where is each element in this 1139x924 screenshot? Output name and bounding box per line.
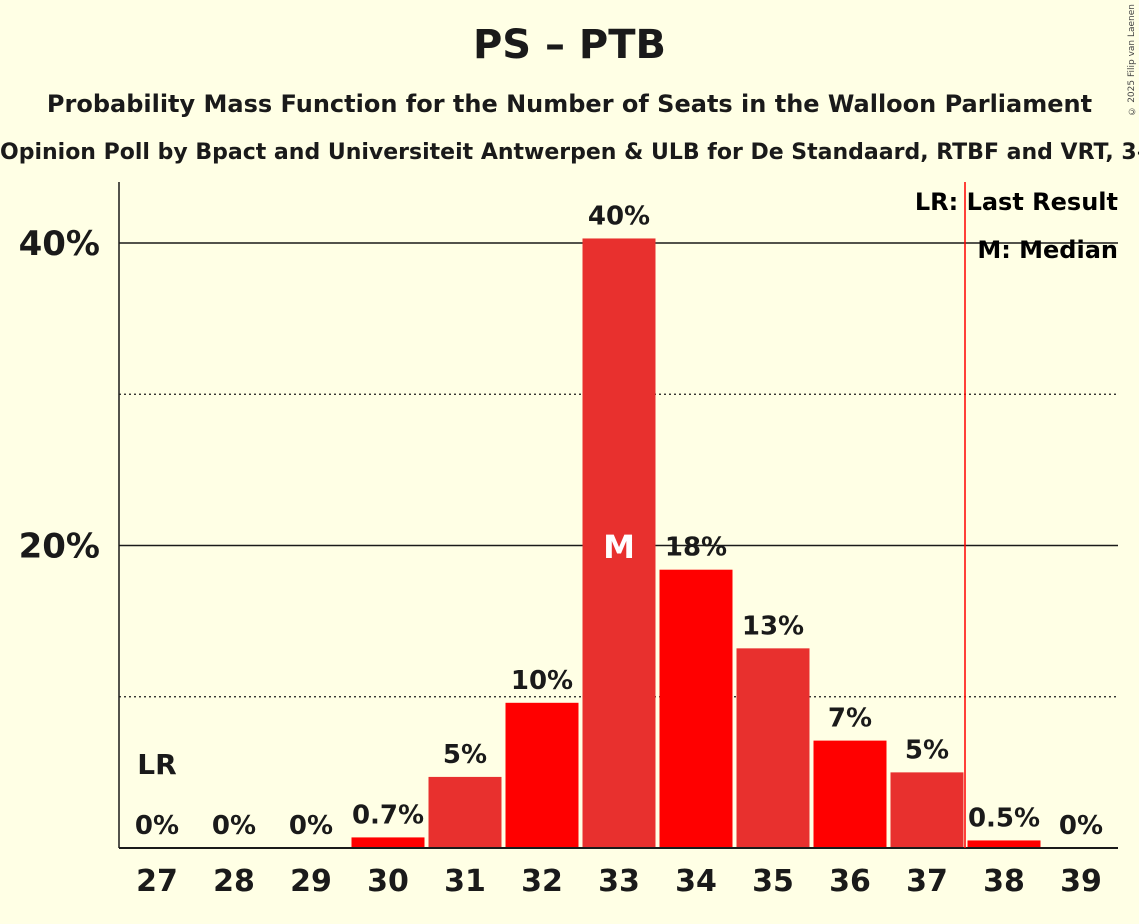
x-tick-label-38: 38: [983, 864, 1025, 899]
x-tick-label-33: 33: [598, 864, 640, 899]
value-label-38: 0.5%: [968, 803, 1040, 833]
x-tick-label-35: 35: [752, 864, 794, 899]
x-tick-label-31: 31: [444, 864, 486, 899]
chart-subtitle: Probability Mass Function for the Number…: [46, 90, 1093, 118]
value-label-39: 0%: [1059, 811, 1103, 841]
legend-median: M: Median: [977, 236, 1118, 264]
value-label-32: 10%: [511, 666, 573, 696]
bar-36: [813, 740, 887, 848]
value-label-28: 0%: [212, 811, 256, 841]
legend-last-result: LR: Last Result: [915, 188, 1118, 216]
axes: 20% 40%: [19, 182, 1118, 849]
x-tick-label-28: 28: [213, 864, 255, 899]
value-label-27: 0%: [135, 811, 179, 841]
x-tick-label-36: 36: [829, 864, 871, 899]
bar-38: [967, 840, 1041, 848]
bar-37: [890, 772, 964, 848]
value-label-31: 5%: [443, 740, 487, 770]
value-label-37: 5%: [905, 735, 949, 765]
bar-34: [659, 569, 733, 848]
value-labels: 0% 27 LR 0% 28 0% 29 0.7% 30 5% 31 10% 32 40% 33 M 18% 34…: [135, 201, 1103, 899]
y-tick-label-40: 40%: [19, 224, 100, 264]
value-label-33: 40%: [588, 201, 650, 231]
x-tick-label-27: 27: [136, 864, 178, 899]
x-tick-label-29: 29: [290, 864, 332, 899]
y-tick-label-20: 20%: [19, 527, 100, 567]
last-result-marker: LR: [137, 748, 176, 781]
x-tick-label-37: 37: [906, 864, 948, 899]
x-tick-label-34: 34: [675, 864, 717, 899]
median-marker: M: [603, 528, 635, 566]
chart-title: PS – PTB: [472, 22, 667, 68]
value-label-29: 0%: [289, 811, 333, 841]
x-tick-label-30: 30: [367, 864, 409, 899]
value-label-30: 0.7%: [352, 800, 424, 830]
x-tick-label-39: 39: [1060, 864, 1102, 899]
value-label-35: 13%: [742, 611, 804, 641]
x-tick-label-32: 32: [521, 864, 563, 899]
value-label-34: 18%: [665, 533, 727, 563]
value-label-36: 7%: [828, 704, 872, 734]
bar-33: [582, 238, 656, 848]
bars: [351, 238, 1041, 848]
poll-source: Opinion Poll by Bpact and Universiteit A…: [0, 140, 1139, 165]
legend: LR: Last Result M: Median: [915, 188, 1118, 264]
bar-32: [505, 702, 579, 848]
bar-35: [736, 648, 810, 848]
bar-31: [428, 776, 502, 848]
bar-30: [351, 837, 425, 848]
